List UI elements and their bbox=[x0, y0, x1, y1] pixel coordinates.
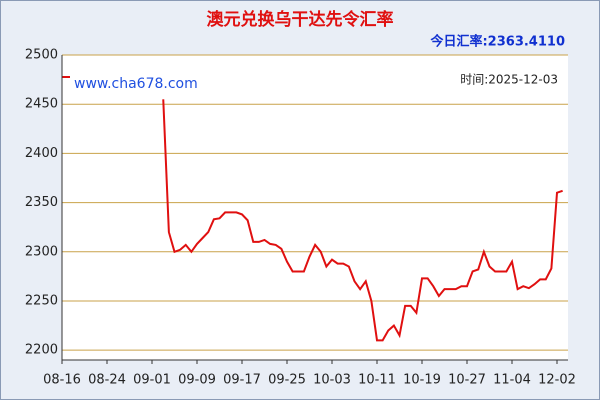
y-tick-label: 2400 bbox=[25, 146, 58, 161]
y-tick-label: 2500 bbox=[25, 48, 58, 63]
y-tick-label: 2200 bbox=[25, 343, 58, 358]
x-tick-label: 08-24 bbox=[88, 373, 126, 388]
time-label: 时间:2025-12-03 bbox=[460, 73, 558, 87]
x-tick-label: 10-11 bbox=[358, 373, 396, 388]
y-tick-label: 2300 bbox=[25, 244, 58, 259]
x-tick-label: 09-25 bbox=[268, 373, 306, 388]
current-rate: 今日汇率:2363.4110 bbox=[429, 34, 565, 50]
chart-title: 澳元兑换乌干达先令汇率 bbox=[207, 9, 394, 30]
x-tick-label: 12-02 bbox=[538, 373, 576, 388]
plot-area bbox=[62, 55, 568, 360]
rate-line bbox=[162, 99, 563, 342]
x-tick-label: 09-09 bbox=[178, 373, 216, 388]
x-tick-label: 10-27 bbox=[448, 373, 486, 388]
y-tick-label: 2250 bbox=[25, 293, 58, 308]
x-tick-label: 08-16 bbox=[43, 373, 81, 388]
y-tick-label: 2350 bbox=[25, 195, 58, 210]
x-tick-label: 11-04 bbox=[493, 373, 531, 388]
y-tick-label: 2450 bbox=[25, 97, 58, 112]
x-tick-label: 10-19 bbox=[403, 373, 441, 388]
x-tick-label: 09-01 bbox=[133, 373, 171, 388]
website: www.cha678.com bbox=[74, 76, 198, 92]
x-tick-label: 09-17 bbox=[223, 373, 261, 388]
x-tick-label: 10-03 bbox=[313, 373, 351, 388]
